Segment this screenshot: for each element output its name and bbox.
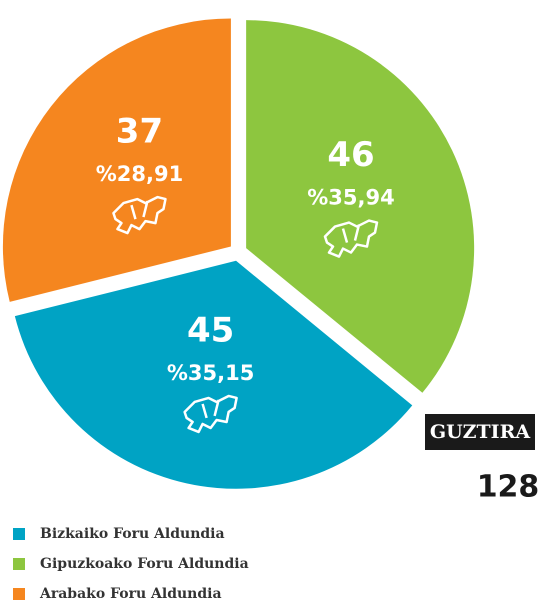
slice-percent: %35,15 bbox=[167, 361, 254, 385]
map-icon bbox=[112, 195, 167, 235]
slice-value: 45 bbox=[187, 310, 234, 350]
legend-label: Gipuzkoako Foru Aldundia bbox=[40, 556, 249, 572]
total-value: 128 bbox=[477, 470, 539, 505]
legend-swatch bbox=[13, 558, 25, 570]
pie-slice bbox=[14, 260, 413, 489]
slice-value: 46 bbox=[327, 135, 374, 175]
pie-slice bbox=[2, 18, 231, 302]
map-icon bbox=[323, 219, 379, 258]
slice-percent: %28,91 bbox=[96, 162, 183, 186]
total-box bbox=[425, 414, 535, 450]
legend-swatch bbox=[13, 588, 25, 600]
pie-slice bbox=[246, 20, 475, 393]
map-icon bbox=[183, 394, 238, 434]
legend-swatch bbox=[13, 528, 25, 540]
legend-label: Bizkaiko Foru Aldundia bbox=[40, 526, 225, 542]
slice-percent: %35,94 bbox=[307, 186, 394, 210]
total-label: GUZTIRA bbox=[430, 421, 530, 443]
slice-value: 37 bbox=[116, 112, 163, 152]
legend-label: Arabako Foru Aldundia bbox=[39, 586, 222, 602]
